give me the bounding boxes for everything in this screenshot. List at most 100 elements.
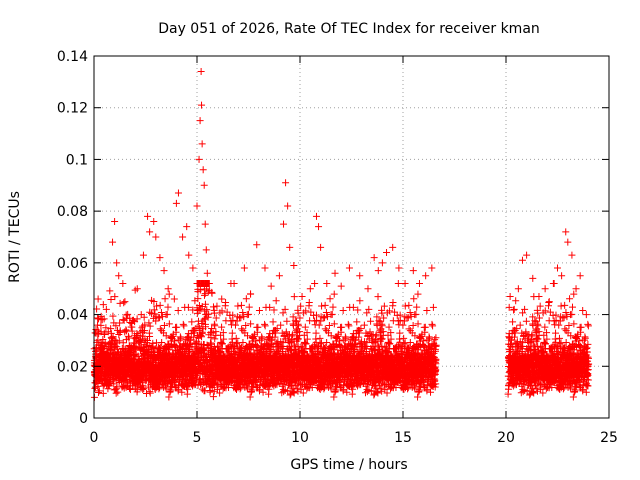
roti-point [188, 318, 196, 326]
roti-point [389, 298, 397, 306]
chart-grid [94, 56, 609, 418]
roti-point [116, 327, 124, 335]
roti-point [339, 307, 347, 315]
roti-point [254, 323, 262, 331]
roti-point [330, 290, 338, 298]
roti-point [246, 393, 254, 401]
roti-point [321, 325, 329, 333]
roti-point [201, 290, 209, 298]
roti-point [218, 323, 226, 331]
roti-point [111, 293, 119, 301]
roti-point [140, 385, 148, 393]
roti-point [200, 291, 208, 299]
roti-point [283, 317, 291, 325]
roti-point [305, 298, 313, 306]
roti-point [211, 335, 219, 343]
roti-point [101, 330, 109, 338]
roti-point [353, 318, 361, 326]
roti-point [318, 302, 326, 310]
roti-point [104, 385, 112, 393]
roti-point [116, 319, 124, 327]
roti-point [99, 301, 107, 309]
roti-point [165, 290, 173, 298]
roti-point [156, 301, 164, 309]
roti-point [150, 306, 158, 314]
roti-point [134, 352, 142, 360]
roti-point [321, 301, 329, 309]
roti-point [158, 338, 166, 346]
roti-point [109, 312, 117, 320]
roti-point [124, 332, 132, 340]
roti-point [133, 315, 141, 323]
roti-point [129, 316, 137, 324]
roti-point [106, 287, 114, 295]
roti-point [394, 280, 402, 288]
roti-point [212, 314, 220, 322]
roti-point [122, 311, 130, 319]
roti-point [146, 389, 154, 397]
roti-point [277, 321, 285, 329]
roti-point [112, 322, 120, 330]
roti-point [247, 320, 255, 328]
roti-point [131, 339, 139, 347]
roti-point [237, 301, 245, 309]
roti-point [99, 389, 107, 397]
roti-point [329, 303, 337, 311]
roti-point [162, 332, 170, 340]
roti-point [107, 379, 115, 387]
roti-point [209, 393, 217, 401]
roti-point [156, 314, 164, 322]
roti-point [367, 317, 375, 325]
roti-point [107, 295, 115, 303]
roti-point [374, 293, 382, 301]
roti-point [124, 310, 132, 318]
roti-point [95, 387, 103, 395]
roti-point [301, 323, 309, 331]
roti-point [360, 321, 368, 329]
roti-point [174, 307, 182, 315]
roti-point [173, 323, 181, 331]
roti-point [141, 321, 149, 329]
roti-point [145, 319, 153, 327]
roti-point [165, 320, 173, 328]
roti-point [290, 293, 298, 301]
roti-point [94, 388, 102, 396]
roti-point [222, 298, 230, 306]
roti-point [151, 386, 159, 394]
roti-point [114, 388, 122, 396]
roti-point [110, 380, 118, 388]
roti-point [161, 295, 169, 303]
roti-point [261, 322, 269, 330]
roti-point [119, 339, 127, 347]
chart-title: Day 051 of 2026, Rate Of TEC Index for r… [158, 21, 540, 37]
roti-point [146, 322, 154, 330]
roti-point [138, 378, 146, 386]
roti-point [143, 337, 151, 345]
roti-point [245, 303, 253, 311]
roti-point [164, 303, 172, 311]
roti-point [165, 393, 173, 401]
roti-point [153, 302, 161, 310]
roti-point [356, 297, 364, 305]
roti-point [338, 323, 346, 331]
roti-point [242, 295, 250, 303]
roti-point [156, 325, 164, 333]
roti-point [148, 309, 156, 317]
roti-point [158, 313, 166, 321]
roti-point [167, 386, 175, 394]
roti-point [128, 327, 136, 335]
roti-point [330, 320, 338, 328]
roti-point [102, 324, 110, 332]
roti-point [255, 307, 263, 315]
roti-point [97, 328, 105, 336]
roti-point [396, 329, 404, 337]
roti-point [119, 316, 127, 324]
roti-point [109, 333, 117, 341]
roti-point [116, 299, 124, 307]
roti-point [97, 321, 105, 329]
roti-point [94, 380, 102, 388]
roti-point [269, 318, 277, 326]
roti-point [163, 310, 171, 318]
roti-point [330, 393, 338, 401]
